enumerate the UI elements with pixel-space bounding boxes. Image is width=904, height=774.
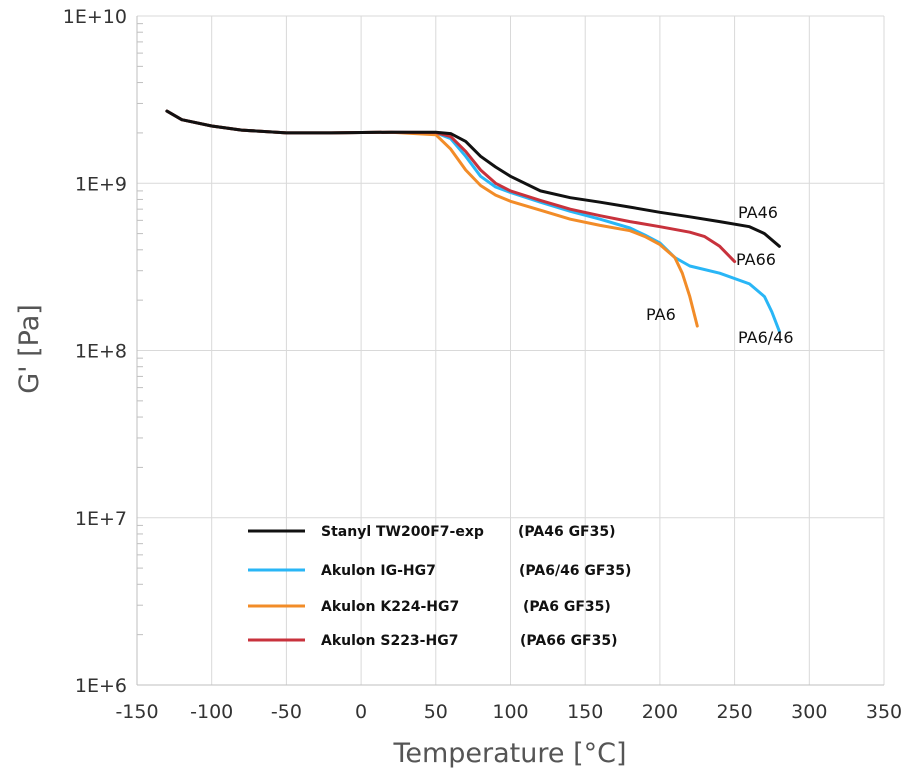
x-tick-label: 50 (424, 701, 448, 723)
legend-series-note: (PA6/46 GF35) (519, 563, 631, 579)
legend-series-name: Akulon K224-HG7 (321, 599, 459, 615)
x-tick-label: 250 (716, 701, 752, 723)
legend-series-note: (PA46 GF35) (518, 524, 616, 540)
series-end-label: PA66 (736, 250, 776, 269)
x-tick-label: 200 (642, 701, 678, 723)
x-tick-label: -150 (115, 701, 158, 723)
y-tick-label: 1E+8 (75, 341, 127, 363)
series-line-pa46 (165, 109, 781, 248)
y-axis-title: G' [Pa] (14, 304, 45, 394)
legend-series-note: (PA66 GF35) (520, 633, 618, 649)
x-tick-label: 300 (791, 701, 827, 723)
x-tick-label: 0 (355, 701, 367, 723)
legend-series-note: (PA6 GF35) (523, 599, 611, 615)
series-end-label: PA46 (738, 203, 778, 222)
series-annotations: PA46 PA6/46 PA6 PA66 (646, 203, 794, 347)
x-tick-label: 350 (866, 701, 902, 723)
y-ticks: 1E+6 1E+7 1E+8 1E+9 1E+10 (63, 6, 127, 697)
legend-series-name: Akulon IG-HG7 (321, 563, 436, 579)
x-tick-label: 150 (567, 701, 603, 723)
legend: Stanyl TW200F7-exp (PA46 GF35) Akulon IG-H… (248, 524, 631, 649)
legend-series-name: Akulon S223-HG7 (321, 633, 458, 649)
x-tick-label: -100 (190, 701, 233, 723)
x-tick-label: 100 (492, 701, 528, 723)
series-end-label: PA6/46 (738, 328, 794, 347)
legend-series-name: Stanyl TW200F7-exp (321, 524, 484, 540)
x-ticks: -150 -100 -50 0 50 100 150 200 250 300 350 (115, 701, 902, 723)
x-axis-title: Temperature [°C] (392, 738, 626, 769)
y-tick-label: 1E+10 (63, 6, 127, 28)
x-tick-label: -50 (271, 701, 302, 723)
series-group (165, 109, 781, 333)
grid (136, 15, 885, 686)
y-tick-label: 1E+9 (75, 173, 127, 195)
y-tick-label: 1E+7 (75, 508, 127, 530)
series-end-label: PA6 (646, 305, 676, 324)
y-tick-label: 1E+6 (75, 675, 127, 697)
